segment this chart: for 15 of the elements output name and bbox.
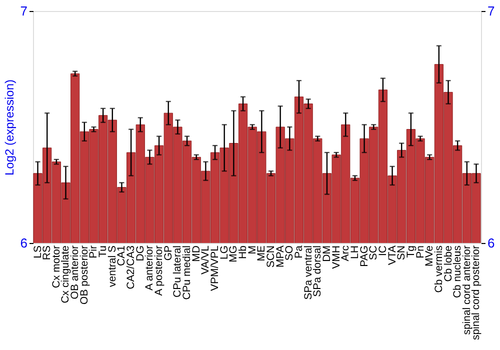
x-tick-label: LS (32, 246, 44, 258)
x-tick-label: Cx cingulate (60, 245, 72, 304)
y2-tick-label: 6 (488, 236, 495, 250)
x-tick-label: VA/VL (200, 245, 212, 274)
y-axis-title: Log2 (expression) (2, 79, 16, 176)
y2-tick-label: 7 (488, 4, 495, 18)
x-tick-label: Pir (88, 245, 100, 258)
x-tick-label: CA1 (116, 245, 128, 266)
x-tick-label: VMH (330, 246, 342, 269)
x-tick-label: Cb lobe (442, 245, 454, 282)
x-tick-label: MPA (274, 246, 286, 268)
x-tick-label: spinal cord posterior (470, 244, 482, 340)
x-tick-label: A anterior (144, 245, 156, 290)
x-tick-label: PAG (358, 246, 370, 267)
x-tick-label: VTA (386, 246, 398, 266)
